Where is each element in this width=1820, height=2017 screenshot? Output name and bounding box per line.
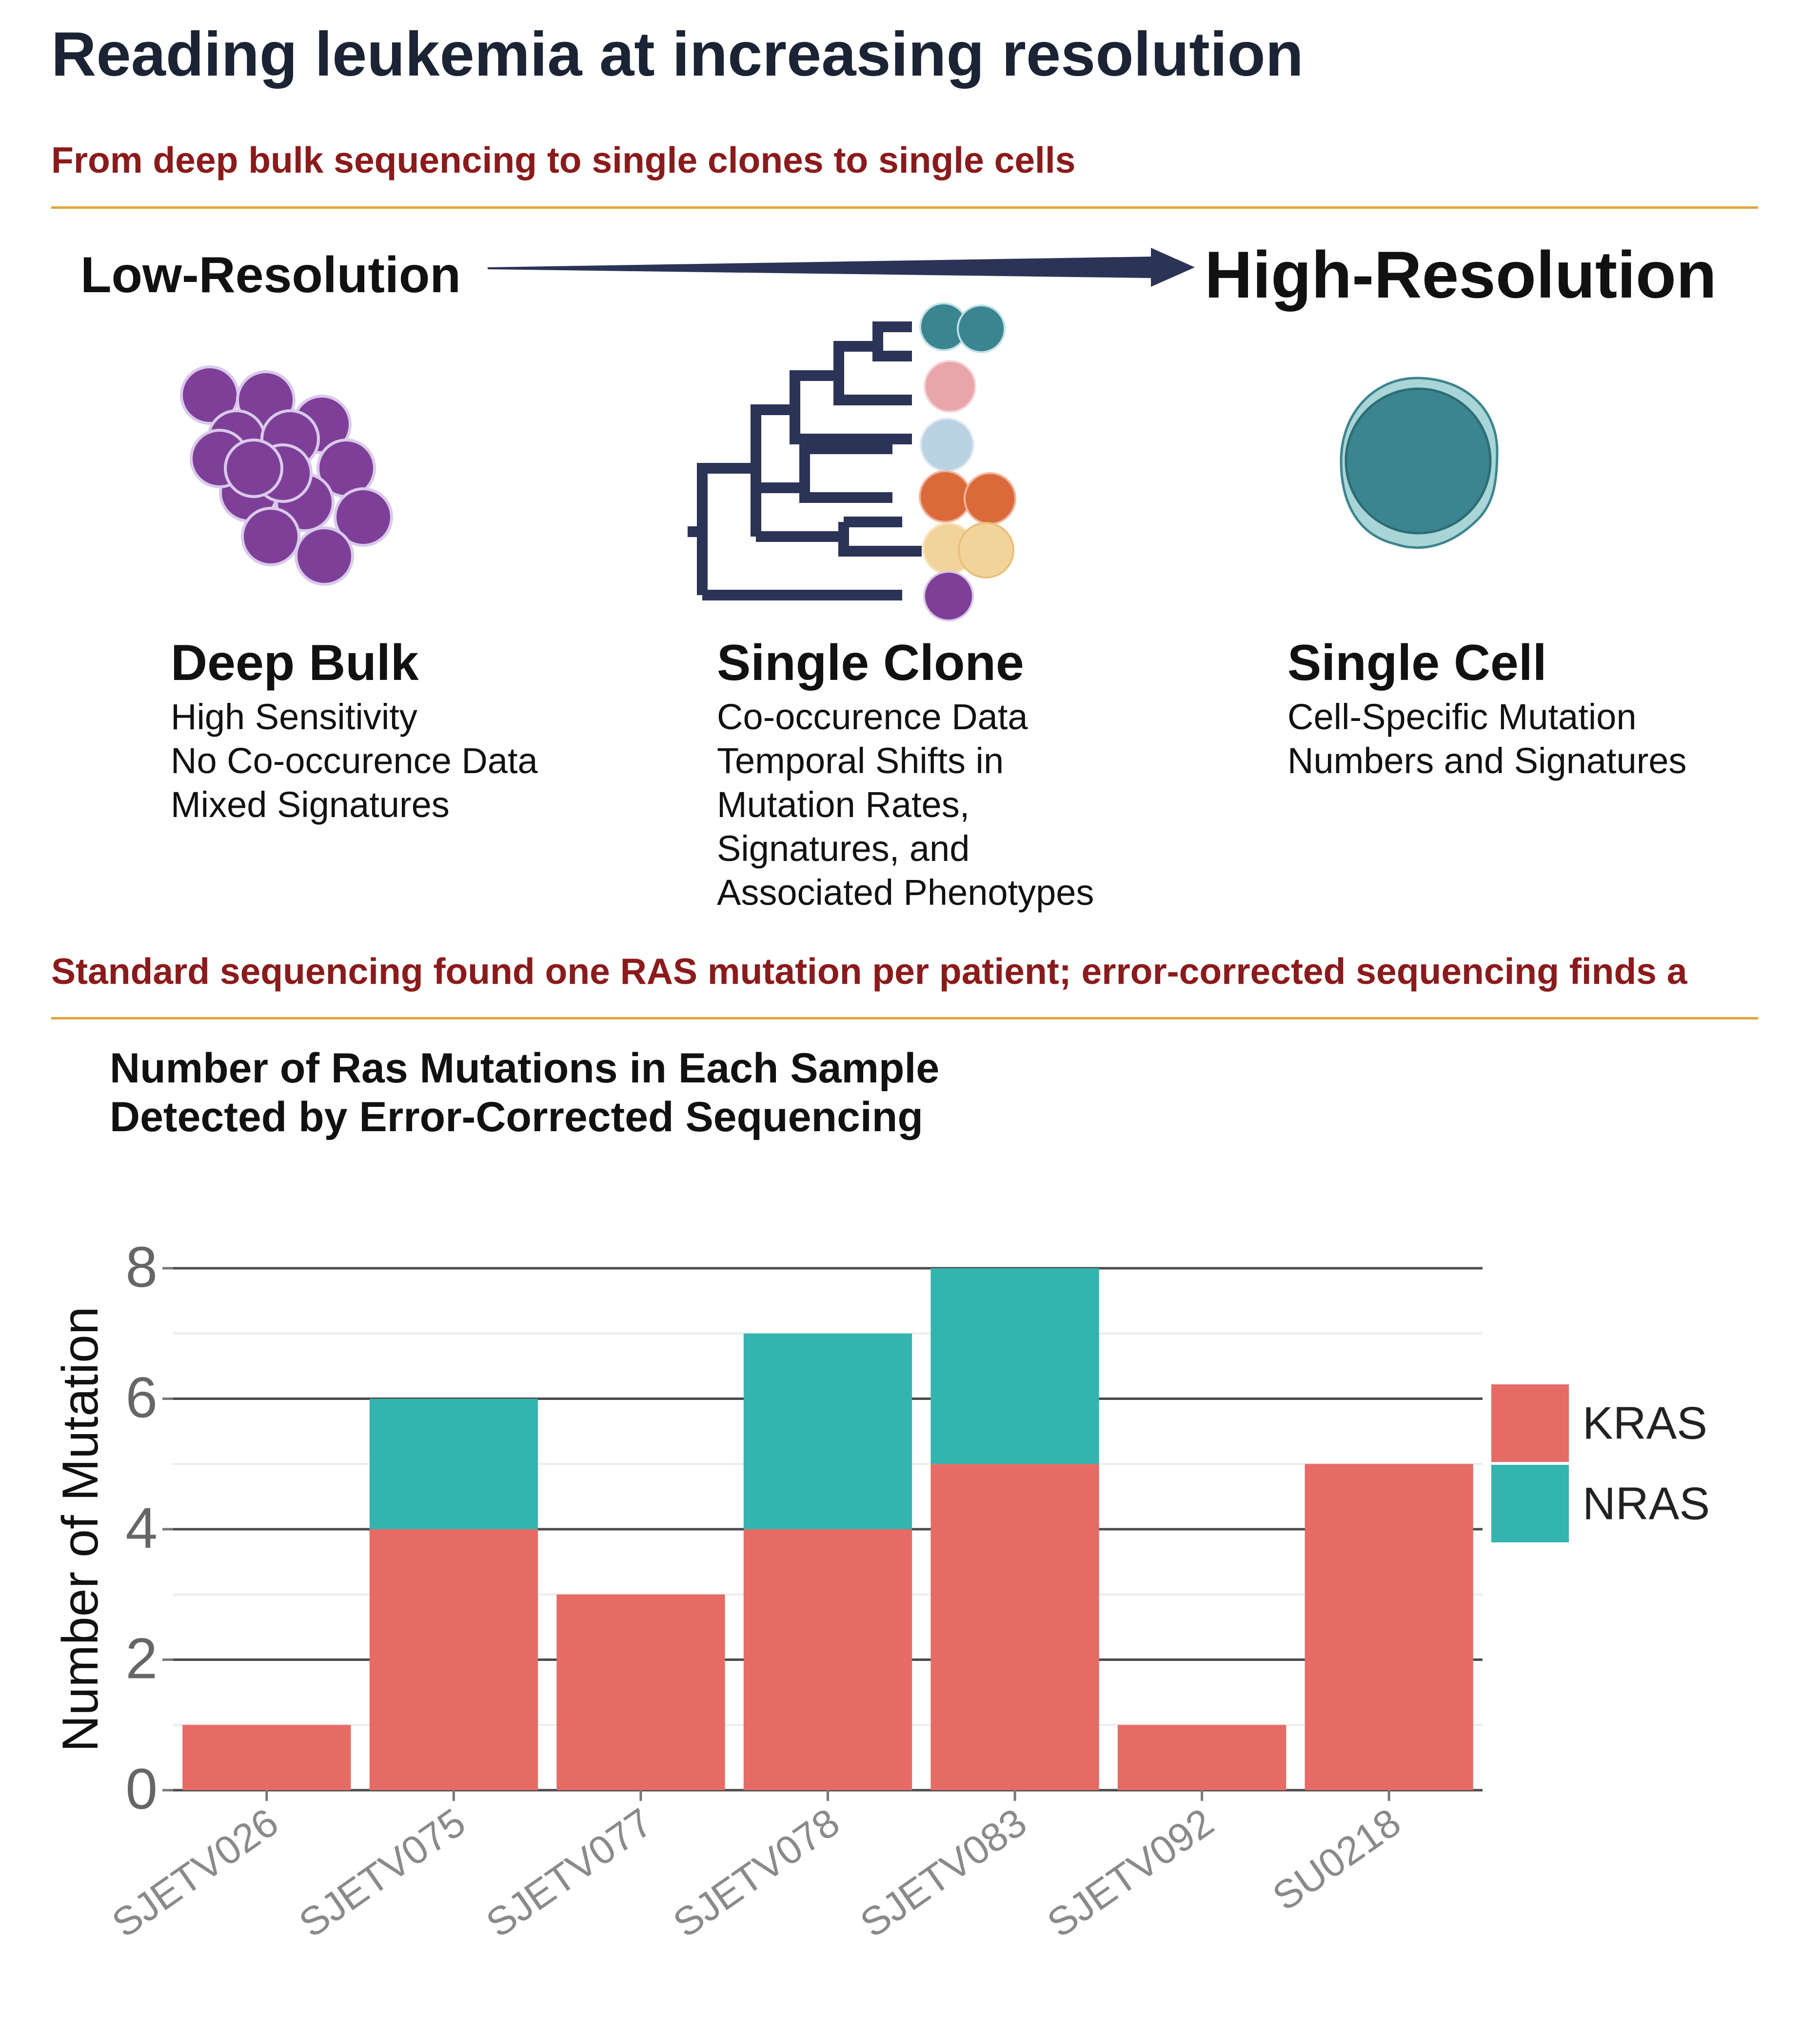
section-divider <box>51 1017 1758 1019</box>
clone-tree-icon <box>688 302 1016 621</box>
y-axis-label: Number of Mutation <box>52 1306 109 1752</box>
y-tick-label: 6 <box>125 1366 158 1430</box>
x-tick-label: SJETV026 <box>104 1800 286 1946</box>
x-tick-label: SJETV078 <box>666 1800 848 1946</box>
y-tick-label: 8 <box>125 1235 158 1299</box>
section-heading-resolution: From deep bulk sequencing to single clon… <box>51 140 1076 180</box>
single-cell-panel: Single Cell Cell-Specific Mutation Numbe… <box>1287 634 1687 783</box>
legend-swatch-kras <box>1488 1381 1572 1465</box>
bar-kras-su0218 <box>1305 1464 1473 1790</box>
bar-kras-sjetv075 <box>369 1529 538 1790</box>
y-tick-label: 2 <box>125 1627 158 1691</box>
x-tick-label: SJETV083 <box>852 1800 1034 1946</box>
chart-title-line: Number of Ras Mutations in Each Sample <box>110 1045 940 1092</box>
legend-label-nras: NRAS <box>1583 1478 1710 1529</box>
deep-bulk-line: High Sensitivity <box>171 697 417 737</box>
bulk-cell-icon <box>334 487 393 547</box>
legend-label-kras: KRAS <box>1583 1398 1707 1449</box>
x-tick-label: SJETV077 <box>478 1800 660 1946</box>
deep-bulk-line: Mixed Signatures <box>171 784 450 825</box>
single-clone-line: Mutation Rates, <box>717 784 970 825</box>
y-tick-label: 4 <box>125 1496 158 1560</box>
bulk-cell-cluster-icon <box>180 365 393 586</box>
bar-kras-sjetv026 <box>182 1725 351 1790</box>
single-clone-line: Co-occurence Data <box>717 697 1028 737</box>
single-cell-icon <box>1340 377 1499 549</box>
resolution-arrow-icon <box>488 248 1195 287</box>
bar-kras-sjetv083 <box>930 1464 1099 1790</box>
single-cell-line: Numbers and Signatures <box>1287 740 1687 781</box>
bar-kras-sjetv092 <box>1118 1725 1286 1790</box>
single-clone-line: Signatures, and <box>717 828 970 869</box>
section-heading-ras: Standard sequencing found one RAS mutati… <box>51 951 1687 992</box>
single-clone-panel: Single Clone Co-occurence Data Temporal … <box>717 634 1094 915</box>
chart-title: Number of Ras Mutations in Each Sample D… <box>110 1044 939 1141</box>
high-resolution-label: High-Resolution <box>1205 238 1717 312</box>
deep-bulk-line: No Co-occurence Data <box>171 740 538 781</box>
x-tick-label: SJETV075 <box>291 1800 473 1946</box>
single-cell-line: Cell-Specific Mutation <box>1287 697 1637 737</box>
bulk-cell-icon <box>295 526 354 586</box>
y-tick-label: 0 <box>125 1757 158 1821</box>
single-cell-title: Single Cell <box>1287 635 1547 691</box>
low-resolution-label: Low-Resolution <box>80 247 461 303</box>
bar-kras-sjetv077 <box>556 1594 725 1790</box>
page-title: Reading leukemia at increasing resolutio… <box>51 20 1304 89</box>
bar-nras-sjetv078 <box>743 1333 912 1529</box>
bar-kras-sjetv078 <box>743 1529 912 1790</box>
single-clone-line: Temporal Shifts in <box>717 740 1004 781</box>
single-clone-line: Associated Phenotypes <box>717 872 1094 913</box>
x-tick-label: SJETV092 <box>1040 1800 1222 1946</box>
x-tick-label: SU0218 <box>1265 1800 1409 1919</box>
bar-nras-sjetv075 <box>369 1398 538 1529</box>
bar-nras-sjetv083 <box>930 1268 1099 1464</box>
chart-title-line: Detected by Error-Corrected Sequencing <box>110 1094 923 1140</box>
legend-swatch-nras <box>1488 1462 1572 1545</box>
section-divider <box>51 206 1758 209</box>
bulk-cell-icon <box>241 507 300 566</box>
deep-bulk-title: Deep Bulk <box>171 635 419 691</box>
single-clone-title: Single Clone <box>717 635 1024 691</box>
bulk-cell-icon <box>224 439 283 498</box>
deep-bulk-panel: Deep Bulk High Sensitivity No Co-occuren… <box>171 634 538 827</box>
